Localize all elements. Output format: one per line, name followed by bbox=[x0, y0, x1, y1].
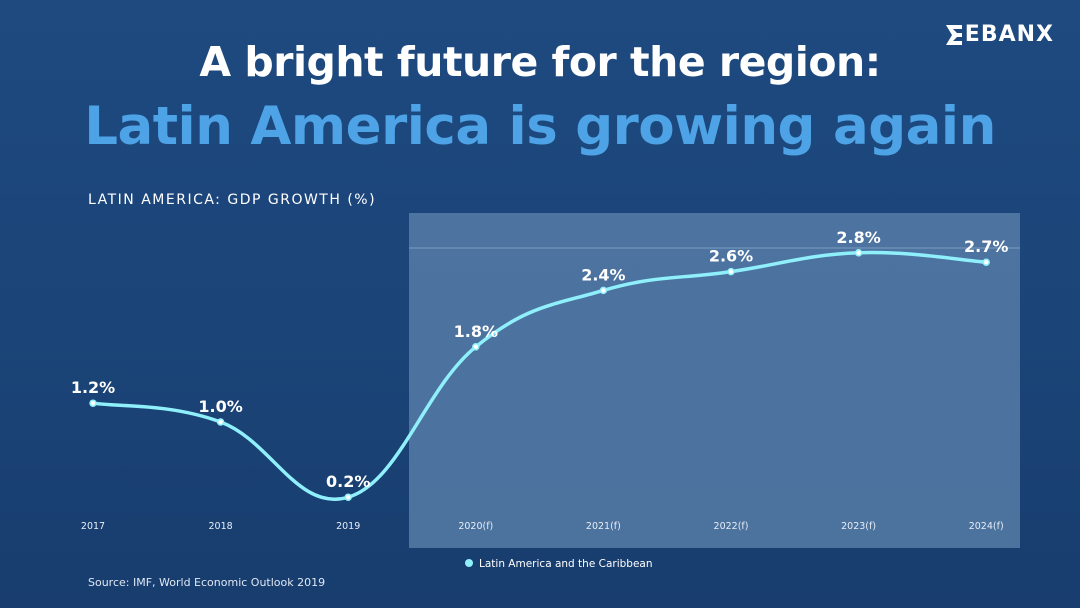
value-label-2021f: 2.4% bbox=[581, 265, 625, 284]
legend-label: Latin America and the Caribbean bbox=[479, 558, 653, 570]
x-tick-label-2022f: 2022(f) bbox=[714, 521, 749, 532]
forecast-shaded-area bbox=[409, 213, 1020, 548]
x-tick-label-2021f: 2021(f) bbox=[586, 521, 621, 532]
source-note: Source: IMF, World Economic Outlook 2019 bbox=[88, 576, 326, 589]
data-point-2019 bbox=[344, 493, 352, 501]
x-tick-label-2018: 2018 bbox=[209, 521, 233, 532]
value-label-2020f: 1.8% bbox=[454, 322, 498, 341]
value-label-2018: 1.0% bbox=[198, 397, 242, 416]
x-tick-label-2017: 2017 bbox=[81, 521, 105, 532]
ebanx-logo: EBANX bbox=[944, 22, 1054, 47]
value-label-2019: 0.2% bbox=[326, 472, 370, 491]
logo-text: EBANX bbox=[964, 22, 1054, 47]
data-point-2018 bbox=[216, 418, 225, 426]
series-line bbox=[91, 250, 988, 501]
x-tick-label-2020f: 2020(f) bbox=[458, 521, 493, 532]
x-tick-label-2023f: 2023(f) bbox=[841, 521, 876, 532]
x-tick-label-2019: 2019 bbox=[336, 521, 360, 532]
page-subtitle: Latin America is growing again bbox=[84, 96, 996, 157]
legend: Latin America and the Caribbean bbox=[465, 558, 653, 570]
page-title: A bright future for the region: bbox=[199, 38, 881, 86]
ebanx-logo-icon bbox=[945, 24, 962, 45]
data-point-2021f bbox=[599, 286, 608, 295]
data-point-2023f bbox=[854, 249, 863, 257]
legend-marker bbox=[465, 559, 473, 567]
data-point-2024f bbox=[982, 258, 990, 266]
chart-title: LATIN AMERICA: GDP GROWTH (%) bbox=[88, 192, 377, 208]
value-label-2023f: 2.8% bbox=[836, 228, 880, 247]
value-label-2024f: 2.7% bbox=[964, 237, 1008, 256]
value-label-2017: 1.2% bbox=[71, 378, 115, 397]
data-point-2017 bbox=[89, 399, 97, 407]
data-point-2022f bbox=[727, 267, 735, 276]
x-tick-label-2024f: 2024(f) bbox=[969, 521, 1004, 532]
value-label-2022f: 2.6% bbox=[709, 247, 753, 266]
data-point-2020f bbox=[472, 343, 480, 351]
